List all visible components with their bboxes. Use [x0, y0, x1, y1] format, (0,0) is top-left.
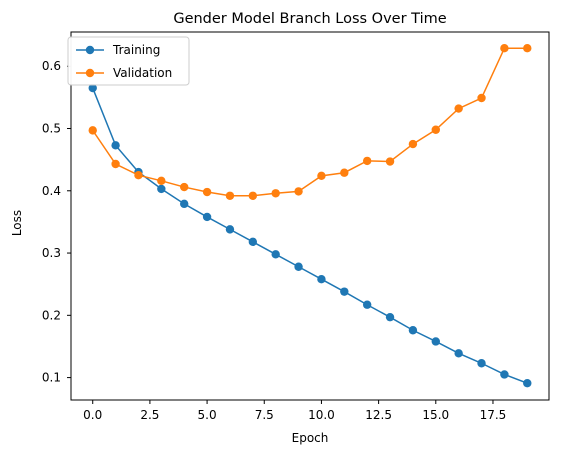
legend-marker-training	[85, 45, 95, 55]
data-point-validation-4	[180, 182, 189, 192]
series-line-training	[92, 87, 528, 384]
y-axis-label: Loss	[10, 210, 24, 236]
data-point-training-11	[340, 287, 349, 296]
x-tick-label-0: 0.0	[83, 408, 102, 422]
data-point-training-9	[294, 262, 303, 271]
data-point-training-7	[248, 237, 258, 247]
data-point-training-19	[523, 378, 532, 388]
data-point-validation-11	[340, 168, 349, 177]
y-tick-label-2: 0.3	[42, 246, 61, 260]
data-point-training-1	[111, 141, 120, 150]
data-point-validation-8	[271, 189, 280, 198]
data-point-validation-6	[225, 191, 235, 200]
data-point-training-5	[202, 212, 212, 222]
data-point-training-8	[271, 250, 280, 259]
data-point-validation-19	[523, 43, 532, 53]
y-tick-label-5: 0.6	[42, 59, 61, 73]
chart-title: Gender Model Branch Loss Over Time	[173, 11, 446, 27]
y-tick-label-3: 0.4	[42, 184, 61, 198]
legend: Training Validation	[67, 36, 190, 86]
data-point-training-12	[362, 300, 372, 309]
data-point-validation-18	[500, 43, 509, 53]
x-tick-label-4: 10.0	[308, 408, 335, 422]
data-point-training-6	[225, 225, 235, 234]
x-tick-label-7: 17.5	[480, 408, 507, 422]
data-point-training-16	[454, 349, 463, 358]
y-tick-label-0: 0.1	[42, 371, 61, 385]
legend-label-validation: Validation	[113, 66, 172, 80]
data-point-training-10	[317, 275, 326, 284]
axes-layer: 0.0 2.5 5.0 7.5 10.0 12.5 15.0 17.5 0.1 0.2 0.3 0.4…	[42, 31, 550, 422]
y-tick-label-4: 0.5	[42, 122, 61, 136]
data-point-training-18	[500, 370, 509, 379]
data-point-validation-0	[88, 126, 97, 135]
data-point-validation-5	[202, 187, 212, 197]
data-point-validation-7	[248, 191, 258, 200]
x-tick-label-6: 15.0	[422, 408, 449, 422]
data-point-training-15	[431, 337, 440, 346]
plot-area	[71, 32, 549, 400]
data-point-validation-9	[294, 187, 303, 196]
legend-label-training: Training	[112, 43, 160, 57]
data-point-validation-13	[385, 157, 395, 166]
data-point-validation-2	[134, 171, 143, 180]
plot-background	[71, 32, 549, 400]
legend-marker-validation	[85, 68, 95, 78]
series-layer	[88, 43, 532, 388]
data-point-validation-10	[317, 171, 326, 181]
data-point-validation-12	[362, 156, 372, 166]
data-point-training-13	[385, 312, 395, 322]
data-point-validation-16	[454, 104, 463, 113]
x-tick-label-5: 12.5	[365, 408, 392, 422]
data-point-validation-14	[408, 139, 418, 149]
data-point-training-4	[180, 199, 189, 209]
data-point-training-14	[408, 326, 418, 335]
data-point-validation-3	[157, 176, 166, 186]
y-tick-label-1: 0.2	[42, 308, 61, 322]
data-point-training-0	[88, 83, 97, 93]
x-tick-label-2: 5.0	[198, 408, 217, 422]
x-tick-label-3: 7.5	[255, 408, 274, 422]
data-point-validation-15	[431, 125, 440, 134]
data-point-training-3	[157, 184, 166, 194]
data-point-validation-1	[111, 159, 120, 169]
x-tick-label-1: 2.5	[140, 408, 159, 422]
data-point-training-17	[477, 359, 486, 368]
data-point-validation-17	[477, 93, 486, 103]
plot-frame	[70, 31, 550, 401]
x-axis-label: Epoch	[292, 431, 329, 445]
